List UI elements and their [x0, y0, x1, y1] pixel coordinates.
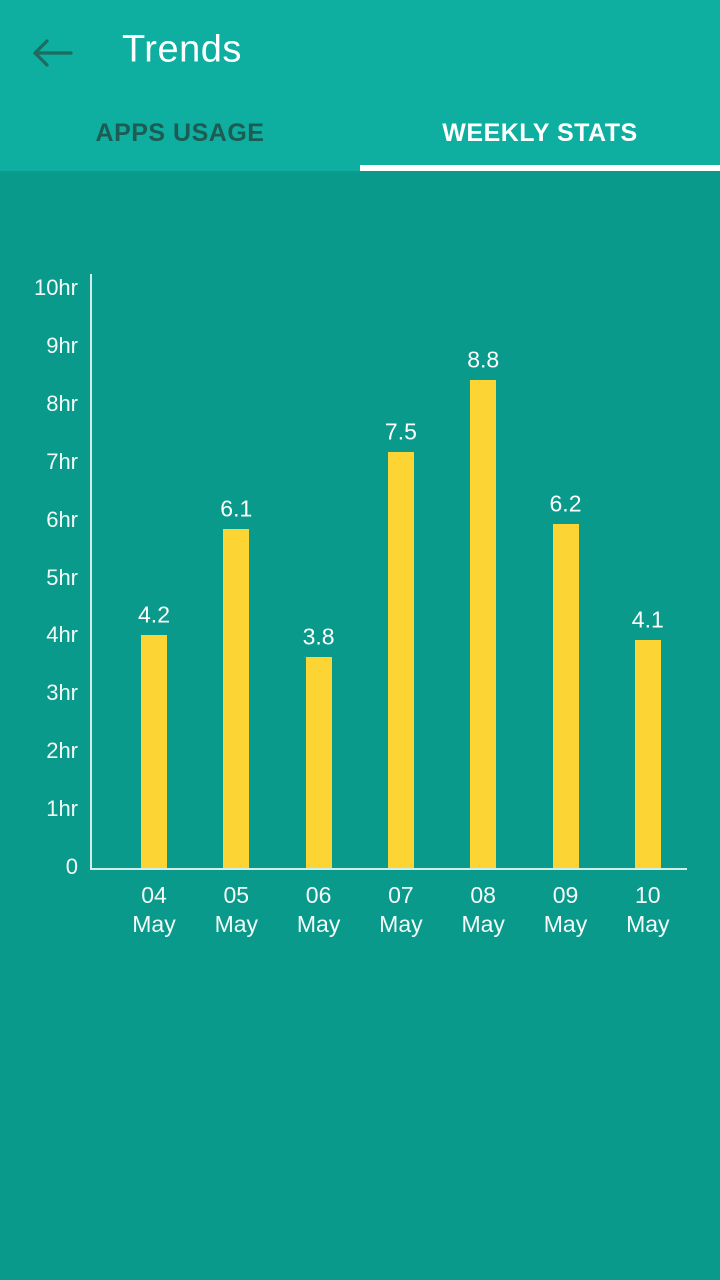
y-tick-label: 3hr [46, 680, 78, 706]
bar [305, 657, 332, 868]
x-tick-month: May [379, 911, 423, 937]
bar-value-label: 8.8 [467, 346, 500, 373]
x-tick-day: 06 [305, 882, 332, 908]
back-button[interactable] [28, 34, 76, 72]
y-tick-label: 9hr [46, 332, 78, 358]
bar-value-label: 3.8 [302, 623, 335, 650]
x-tick-month: May [214, 911, 259, 937]
bar [223, 529, 250, 868]
bar [552, 524, 579, 868]
page-title: Trends [122, 28, 242, 71]
x-tick-day: 04 [141, 882, 167, 908]
x-tick-label: 09 May [544, 881, 587, 939]
arrow-left-icon [33, 39, 73, 67]
bar-value-label: 7.5 [384, 418, 417, 445]
x-tick-label: 07 May [379, 881, 422, 939]
x-tick-month: May [132, 911, 176, 937]
y-tick-label: 1hr [46, 796, 78, 822]
y-tick-label: 2hr [46, 738, 78, 764]
x-tick-month: May [626, 911, 670, 937]
x-tick-day: 08 [470, 882, 496, 908]
y-tick-label: 4hr [46, 622, 78, 648]
y-tick-label: 6hr [46, 506, 78, 532]
y-tick-label: 10hr [33, 275, 78, 300]
x-tick-label: 10 May [626, 881, 669, 939]
x-tick-label: 06 May [297, 881, 340, 939]
x-tick-label: 05 May [215, 881, 258, 939]
x-tick-month: May [296, 911, 341, 937]
x-axis-line [90, 868, 687, 870]
active-tab-indicator [360, 165, 720, 171]
tab-weekly-stats[interactable]: WEEKLY STATS [442, 119, 638, 147]
y-tick-label: 8hr [46, 390, 78, 416]
app-bar: Trends [0, 0, 720, 96]
y-tick-label: 0 [65, 854, 78, 879]
y-tick-label: 7hr [46, 448, 78, 474]
y-axis-line [90, 274, 92, 868]
x-tick-day: 07 [388, 882, 414, 908]
bar-value-label: 6.2 [549, 490, 582, 517]
bar [141, 635, 167, 868]
tab-bar: APPS USAGE WEEKLY STATS [0, 96, 720, 171]
bar [387, 452, 414, 868]
x-tick-day: 09 [552, 882, 579, 908]
x-tick-day: 10 [634, 882, 661, 908]
x-tick-label: 04 May [132, 881, 175, 939]
x-tick-day: 05 [223, 882, 250, 908]
bar-value-label: 6.1 [220, 495, 253, 522]
tab-apps-usage[interactable]: APPS USAGE [95, 119, 265, 147]
y-tick-label: 5hr [46, 564, 78, 590]
bar [634, 640, 661, 868]
x-tick-month: May [461, 911, 505, 937]
bar-value-label: 4.2 [138, 601, 170, 628]
x-tick-label: 08 May [461, 881, 504, 939]
x-tick-month: May [543, 911, 588, 937]
bar [470, 380, 497, 868]
bar-value-label: 4.1 [631, 606, 664, 633]
